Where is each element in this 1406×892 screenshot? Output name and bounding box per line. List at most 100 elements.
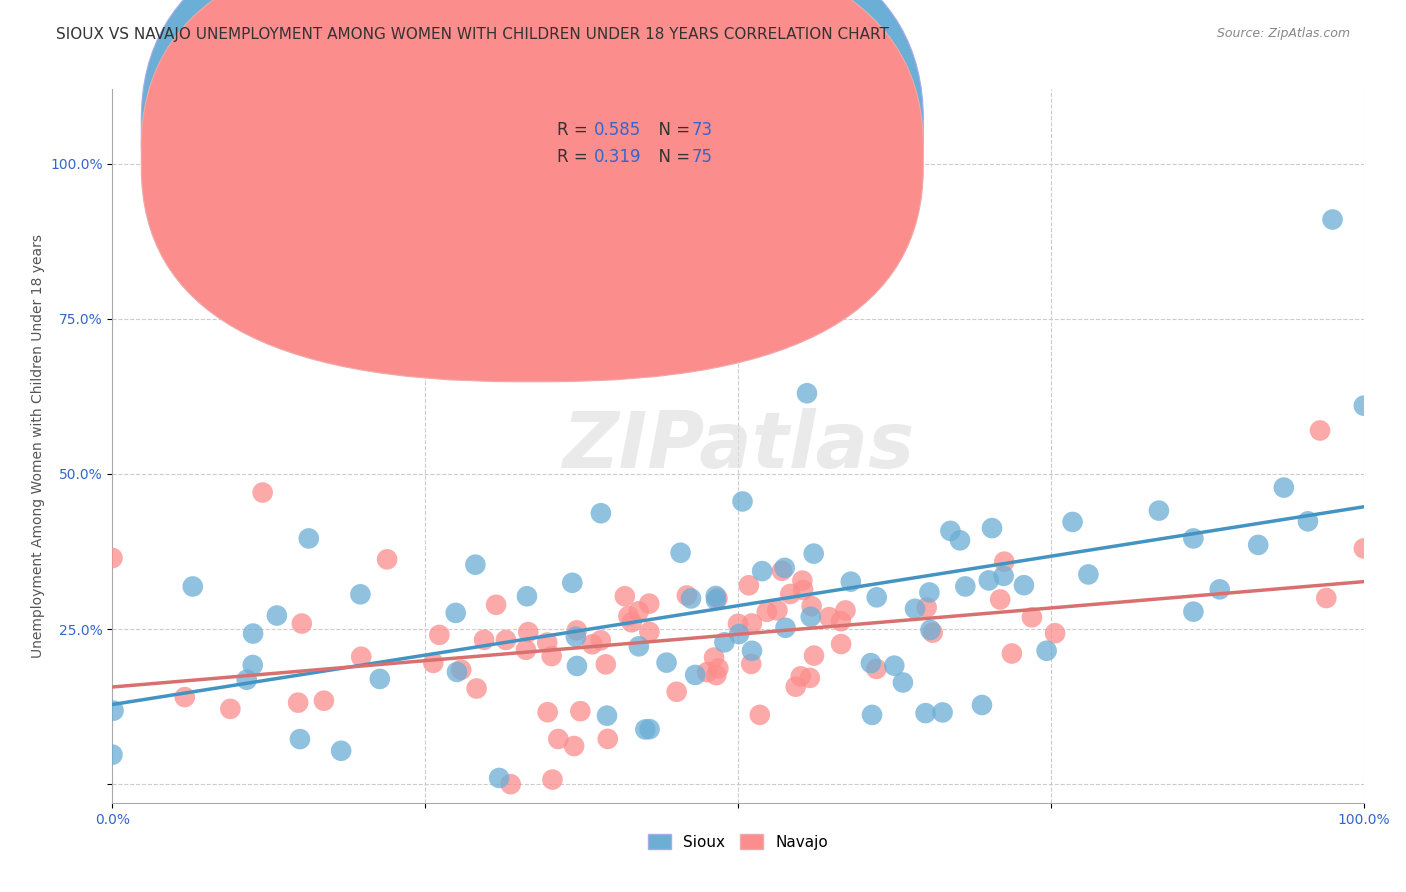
Point (540, 649, 562, 664)
Point (830, 637, 852, 651)
Point (446, 665, 468, 679)
Point (536, 635, 558, 649)
Text: N =: N = (648, 121, 696, 139)
Point (103, 704, 125, 718)
Point (173, 690, 195, 704)
Point (1001, 647, 1024, 661)
Point (465, 681, 488, 696)
Point (634, 723, 657, 737)
Point (993, 569, 1015, 583)
Point (803, 648, 825, 663)
Point (931, 706, 953, 720)
Point (581, 637, 603, 651)
Point (704, 668, 727, 682)
Point (595, 657, 617, 672)
Point (949, 533, 972, 548)
Point (368, 672, 391, 686)
Point (562, 739, 585, 753)
Point (495, 632, 517, 647)
Point (638, 624, 661, 639)
Text: 75: 75 (692, 148, 713, 166)
Text: ZIPatlas: ZIPatlas (562, 408, 914, 484)
Point (537, 705, 560, 719)
Legend: Sioux, Navajo: Sioux, Navajo (643, 828, 834, 855)
Point (803, 547, 825, 561)
Point (488, 771, 510, 785)
Point (696, 665, 718, 680)
Point (704, 593, 727, 607)
Point (993, 555, 1015, 569)
Point (499, 777, 522, 791)
Point (679, 591, 702, 606)
Point (617, 609, 640, 624)
FancyBboxPatch shape (141, 0, 924, 355)
Point (266, 608, 288, 623)
Point (727, 616, 749, 631)
FancyBboxPatch shape (141, 0, 924, 382)
Point (703, 650, 725, 665)
Text: N =: N = (648, 148, 696, 166)
Point (800, 599, 823, 614)
Y-axis label: Unemployment Among Women with Children Under 18 years: Unemployment Among Women with Children U… (31, 234, 45, 658)
Point (918, 585, 941, 599)
Point (561, 575, 583, 590)
Point (288, 732, 311, 747)
Point (1315, 591, 1337, 605)
Point (665, 685, 688, 699)
Point (565, 659, 588, 673)
Point (669, 546, 692, 560)
Point (1247, 538, 1270, 552)
Point (865, 662, 887, 676)
Point (287, 696, 309, 710)
Point (896, 145, 918, 159)
Point (800, 609, 823, 624)
Point (748, 707, 770, 722)
Point (731, 494, 754, 508)
Point (779, 587, 801, 601)
Point (638, 722, 661, 736)
Point (1012, 578, 1035, 592)
Point (101, 747, 124, 762)
Point (704, 589, 727, 603)
Point (792, 574, 814, 588)
Point (565, 630, 588, 644)
Point (1062, 515, 1084, 529)
Point (834, 603, 856, 617)
Point (444, 606, 467, 620)
Point (1353, 541, 1375, 556)
Point (101, 551, 124, 566)
Point (796, 386, 818, 401)
Point (915, 600, 938, 615)
Point (981, 521, 1004, 535)
Point (766, 603, 789, 617)
Point (859, 656, 882, 670)
Point (706, 591, 728, 606)
Point (904, 601, 927, 615)
Point (655, 656, 678, 670)
Point (547, 731, 569, 746)
Point (613, 589, 636, 603)
Point (638, 597, 661, 611)
Point (792, 582, 814, 597)
Point (1182, 532, 1205, 546)
Point (569, 704, 592, 718)
Point (1147, 503, 1170, 517)
Point (839, 574, 862, 589)
Point (1353, 399, 1375, 413)
Point (298, 532, 321, 546)
Point (683, 668, 706, 682)
Point (516, 589, 538, 603)
Point (1209, 582, 1232, 597)
Point (330, 744, 353, 758)
Point (350, 649, 373, 664)
Point (785, 680, 807, 694)
Point (242, 658, 264, 673)
Point (830, 614, 852, 628)
Point (472, 632, 495, 647)
Point (707, 661, 730, 675)
Point (866, 591, 889, 605)
Text: R =  0.585   N = 73
     R =  0.319   N = 75: R = 0.585 N = 73 R = 0.319 N = 75 (513, 114, 702, 153)
Point (450, 663, 472, 677)
Text: R =: R = (557, 121, 593, 139)
Point (515, 643, 537, 657)
